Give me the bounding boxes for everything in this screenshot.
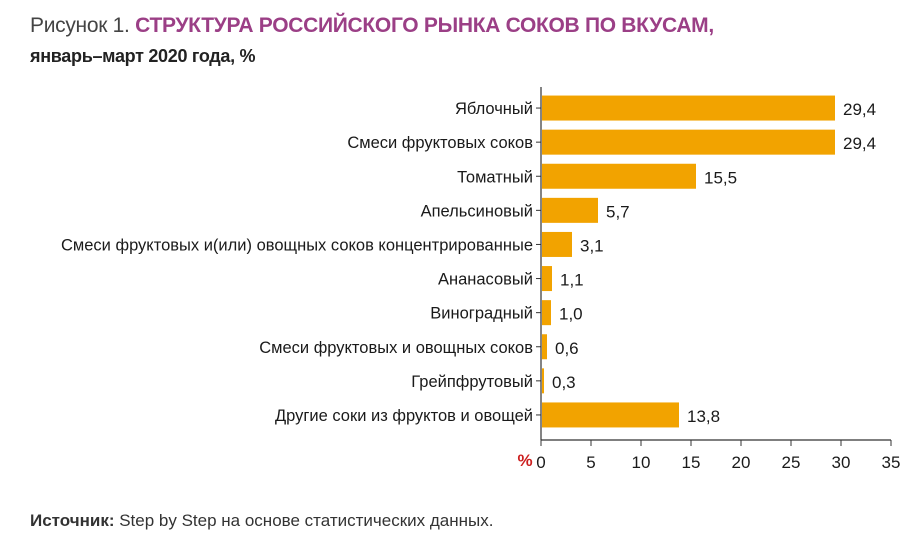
x-tick-label: 15 bbox=[682, 453, 701, 472]
category-label: Другие соки из фруктов и овощей bbox=[275, 407, 533, 425]
x-tick-label: 20 bbox=[732, 453, 751, 472]
value-label: 29,4 bbox=[843, 134, 876, 153]
bar bbox=[542, 300, 551, 326]
category-label: Виноградный bbox=[430, 305, 533, 323]
category-label: Томатный bbox=[457, 168, 533, 186]
value-label: 0,3 bbox=[552, 373, 576, 392]
bar bbox=[542, 129, 835, 155]
source-note: Источник: Step by Step на основе статист… bbox=[30, 511, 493, 531]
bar bbox=[542, 231, 572, 257]
x-tick-label: 35 bbox=[882, 453, 901, 472]
category-label: Смеси фруктовых и овощных соков bbox=[259, 339, 533, 357]
category-label: Грейпфрутовый bbox=[411, 373, 533, 391]
category-label: Ананасовый bbox=[438, 271, 533, 289]
value-label: 1,0 bbox=[559, 305, 583, 324]
value-label: 5,7 bbox=[606, 202, 630, 221]
figure-title: СТРУКТУРА РОССИЙСКОГО РЫНКА СОКОВ ПО ВКУ… bbox=[135, 14, 714, 37]
value-label: 3,1 bbox=[580, 236, 604, 255]
source-text: Step by Step на основе статистических да… bbox=[114, 511, 494, 530]
source-label: Источник: bbox=[30, 511, 115, 530]
value-label: 13,8 bbox=[687, 407, 720, 426]
bar bbox=[542, 334, 547, 360]
value-label: 1,1 bbox=[560, 271, 584, 290]
x-tick-label: 0 bbox=[536, 453, 545, 472]
value-label: 29,4 bbox=[843, 100, 876, 119]
bar bbox=[542, 368, 544, 394]
x-tick-label: 30 bbox=[832, 453, 851, 472]
x-tick-label: 10 bbox=[632, 453, 651, 472]
bar bbox=[542, 197, 598, 223]
chart-subtitle: январь–март 2020 года, % bbox=[30, 46, 256, 66]
category-label: Яблочный bbox=[455, 100, 533, 118]
figure-label: Рисунок 1. bbox=[30, 14, 130, 37]
chart-title: Рисунок 1. СТРУКТУРА РОССИЙСКОГО РЫНКА С… bbox=[30, 14, 714, 38]
value-label: 0,6 bbox=[555, 339, 579, 358]
x-tick-label: 5 bbox=[586, 453, 595, 472]
x-unit-label: % bbox=[517, 451, 532, 470]
category-label: Апельсиновый bbox=[421, 202, 533, 220]
x-tick-label: 25 bbox=[782, 453, 801, 472]
bar bbox=[542, 402, 679, 428]
category-label: Смеси фруктовых и(или) овощных соков кон… bbox=[61, 236, 533, 254]
bar bbox=[542, 266, 552, 292]
category-label: Смеси фруктовых соков bbox=[347, 134, 533, 152]
bar bbox=[542, 95, 835, 121]
value-label: 15,5 bbox=[704, 168, 737, 187]
bar bbox=[542, 163, 696, 189]
